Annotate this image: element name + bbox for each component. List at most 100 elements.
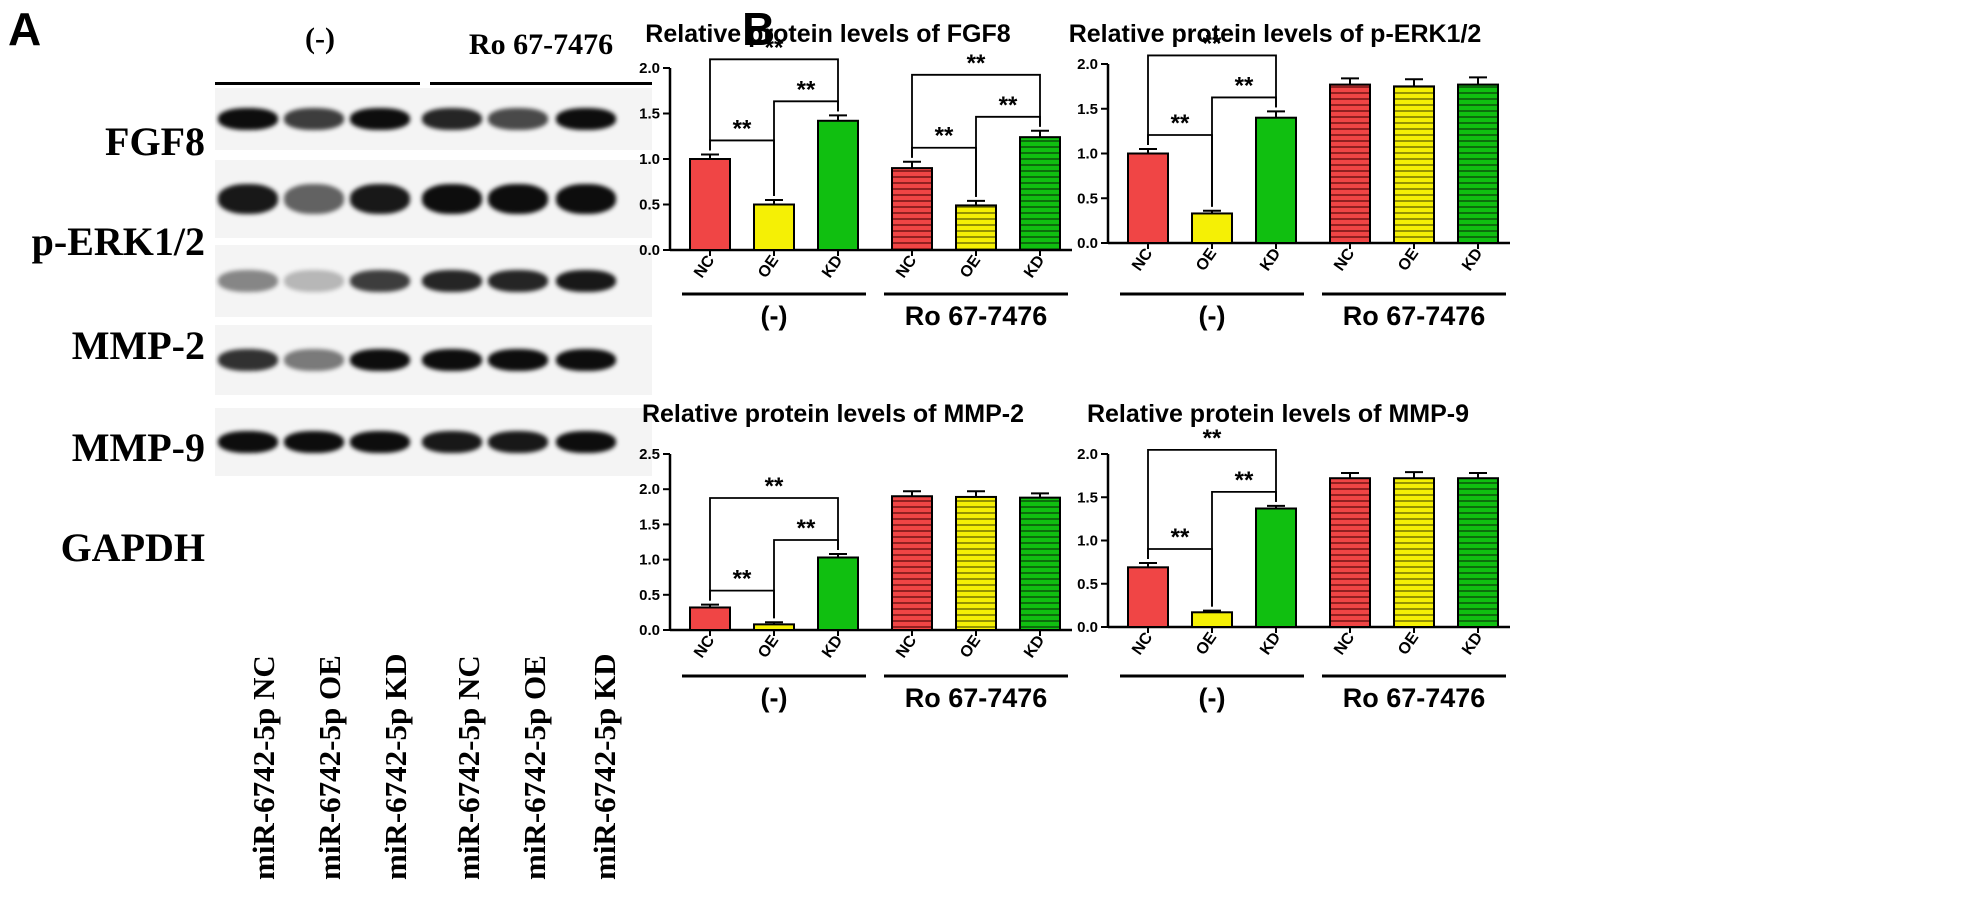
y-tick-label: 2.0 bbox=[639, 60, 660, 77]
group-label: Ro 67-7476 bbox=[1343, 683, 1486, 713]
blot-band bbox=[422, 270, 482, 292]
significance-label: ** bbox=[733, 566, 752, 593]
bar-oe bbox=[955, 495, 997, 631]
y-tick-label: 1.5 bbox=[1077, 101, 1098, 118]
y-tick-label: 0.0 bbox=[639, 242, 660, 259]
x-tick-label: KD bbox=[819, 253, 846, 282]
blot-label-fgf8: FGF8 bbox=[105, 119, 205, 164]
blot-group-underline-control bbox=[215, 82, 420, 85]
x-tick-label: NC bbox=[893, 252, 920, 281]
bar-kd bbox=[1255, 507, 1297, 628]
group-label: Ro 67-7476 bbox=[905, 301, 1048, 331]
significance-label: ** bbox=[765, 34, 784, 61]
x-tick-label: OE bbox=[1395, 245, 1422, 274]
significance-bracket bbox=[911, 73, 1041, 158]
blot-band bbox=[284, 270, 344, 292]
y-tick-label: 2.0 bbox=[1077, 56, 1098, 73]
significance-label: ** bbox=[733, 115, 752, 142]
bar-nc bbox=[891, 495, 933, 631]
blot-band bbox=[422, 184, 482, 214]
blot-strip-mmp2 bbox=[215, 245, 652, 317]
x-tick-label: KD bbox=[1459, 630, 1486, 659]
y-tick-label: 0.5 bbox=[1077, 190, 1098, 207]
bar-nc bbox=[891, 167, 933, 252]
x-tick-label: KD bbox=[1021, 253, 1048, 282]
y-tick-label: 0.0 bbox=[639, 622, 660, 639]
y-tick-label: 1.5 bbox=[639, 106, 660, 123]
y-tick-label: 0.0 bbox=[1077, 619, 1098, 636]
blot-band bbox=[350, 184, 410, 214]
bar-oe bbox=[955, 204, 997, 252]
x-tick-label: NC bbox=[1129, 629, 1156, 658]
blot-band bbox=[556, 349, 616, 371]
y-tick-label: 0.0 bbox=[1077, 235, 1098, 252]
blot-band bbox=[488, 184, 548, 214]
chart-title: Relative protein levels of FGF8 bbox=[645, 20, 1010, 48]
significance-label: ** bbox=[1235, 467, 1254, 494]
chart-title: Relative protein levels of p-ERK1/2 bbox=[1069, 20, 1482, 48]
blot-band bbox=[488, 349, 548, 371]
blot-band bbox=[284, 184, 344, 214]
blot-band bbox=[284, 108, 344, 130]
significance-label: ** bbox=[797, 515, 816, 542]
x-tick-label: OE bbox=[755, 632, 782, 661]
bar-oe bbox=[753, 623, 795, 631]
x-tick-label: OE bbox=[1395, 629, 1422, 658]
y-tick-label: 1.0 bbox=[1077, 533, 1098, 550]
panel-b-letter: B bbox=[742, 3, 776, 55]
bar-oe bbox=[1393, 85, 1435, 244]
x-tick-label: OE bbox=[755, 252, 782, 281]
x-tick-label: KD bbox=[1257, 630, 1284, 659]
blot-band bbox=[556, 270, 616, 292]
chart-3: Relative protein levels of MMP-2 0.0 0.5 1.… bbox=[639, 400, 1072, 713]
x-tick-label: OE bbox=[957, 632, 984, 661]
x-tick-label: NC bbox=[893, 632, 920, 661]
blot-band bbox=[556, 184, 616, 214]
bar-nc bbox=[1127, 152, 1169, 244]
y-tick-label: 1.5 bbox=[639, 516, 660, 533]
x-tick-label: NC bbox=[1331, 245, 1358, 274]
blot-band bbox=[488, 431, 548, 453]
significance-bracket bbox=[709, 58, 839, 151]
x-tick-label: KD bbox=[819, 633, 846, 662]
blot-label-mmp2: MMP-2 bbox=[71, 323, 205, 368]
blot-strip-gapdh bbox=[215, 408, 652, 476]
significance-label: ** bbox=[999, 92, 1018, 119]
bar-kd bbox=[1019, 136, 1061, 251]
x-tick-label: KD bbox=[1257, 246, 1284, 275]
x-tick-label: KD bbox=[1021, 633, 1048, 662]
significance-label: ** bbox=[1171, 110, 1190, 137]
y-tick-label: 2.5 bbox=[639, 446, 660, 463]
blot-band bbox=[556, 431, 616, 453]
bar-kd bbox=[817, 556, 859, 631]
bar-oe bbox=[1393, 477, 1435, 628]
chart-title: Relative protein levels of MMP-2 bbox=[642, 400, 1024, 428]
blot-band bbox=[218, 108, 278, 130]
blot-band bbox=[350, 108, 410, 130]
bar-kd bbox=[1019, 496, 1061, 632]
group-label: (-) bbox=[1199, 301, 1226, 331]
group-label: Ro 67-7476 bbox=[905, 683, 1048, 713]
x-tick-label: NC bbox=[1129, 245, 1156, 274]
blot-band bbox=[488, 270, 548, 292]
y-tick-label: 1.0 bbox=[639, 552, 660, 569]
y-tick-label: 2.0 bbox=[1077, 446, 1098, 463]
group-label: Ro 67-7476 bbox=[1343, 301, 1486, 331]
significance-label: ** bbox=[1235, 72, 1254, 99]
y-tick-label: 1.5 bbox=[1077, 489, 1098, 506]
bar-nc bbox=[689, 158, 731, 251]
significance-bracket bbox=[1147, 449, 1277, 559]
significance-label: ** bbox=[797, 76, 816, 103]
y-tick-label: 1.0 bbox=[1077, 146, 1098, 163]
x-tick-label: NC bbox=[691, 632, 718, 661]
blot-band bbox=[488, 108, 548, 130]
blot-band bbox=[284, 349, 344, 371]
significance-label: ** bbox=[935, 123, 954, 150]
bar-oe bbox=[1191, 611, 1233, 628]
bar-kd bbox=[1457, 83, 1499, 244]
bar-nc bbox=[1329, 83, 1371, 244]
significance-bracket bbox=[1147, 54, 1277, 146]
blot-band bbox=[218, 431, 278, 453]
y-tick-label: 0.5 bbox=[1077, 576, 1098, 593]
group-label: (-) bbox=[1199, 683, 1226, 713]
